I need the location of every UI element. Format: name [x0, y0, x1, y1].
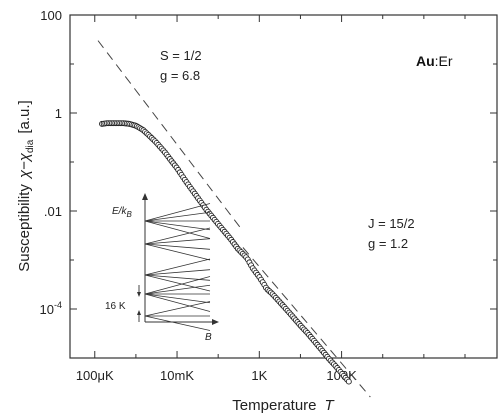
inset-level-line	[144, 238, 211, 245]
inset-level-line	[144, 227, 211, 245]
inset-energy-diagram: 16 K E/kB B	[105, 193, 219, 343]
inset-level-line	[144, 243, 211, 261]
inset-level-line	[144, 211, 211, 222]
fit-lines	[97, 40, 371, 398]
inset-level-line	[144, 258, 211, 276]
annotation-s-line1: S = 1/2	[160, 48, 202, 63]
inset-level-line	[144, 274, 211, 281]
x-axis-title: Temperature T	[232, 397, 335, 414]
y-axis-title-sub: dia	[25, 139, 36, 153]
inset-level-line	[144, 203, 211, 222]
x-tick-label: 10mK	[160, 368, 194, 383]
inset-level-line	[144, 315, 211, 331]
inset-level-line	[144, 293, 211, 304]
sample-label-rest: :Er	[435, 53, 453, 69]
inset-x-arrow	[212, 319, 219, 325]
annotation-j-line1: J = 15/2	[368, 216, 415, 231]
inset-level-fans	[144, 203, 211, 331]
inset-gap-arrowhead-bottom	[137, 310, 141, 315]
plot-frame	[69, 14, 498, 359]
y-tick-label: .01	[44, 204, 62, 219]
data-points	[99, 120, 352, 385]
sample-label: Au:Er	[416, 53, 453, 69]
inset-gap-label: 16 K	[105, 301, 126, 312]
fit-line-s-half	[97, 40, 241, 229]
inset-y-label-main: E/k	[112, 206, 127, 217]
y-axis-title-text: Susceptibility	[16, 184, 33, 272]
inset-level-line	[144, 293, 211, 312]
inset-y-label: E/kB	[112, 206, 132, 219]
inset-level-line	[144, 220, 211, 231]
x-axis-title-text: Temperature	[232, 397, 316, 414]
inset-level-line	[144, 284, 211, 295]
x-axis-title-symbol: T	[325, 397, 336, 414]
y-axis-title-unit: [a.u.]	[16, 100, 33, 133]
inset-y-label-sub: B	[126, 210, 132, 219]
inset-level-line	[144, 274, 211, 292]
sample-label-bold: Au	[416, 53, 435, 69]
y-tick-label: 10-4	[40, 300, 62, 317]
x-tick-label: 100μK	[76, 368, 114, 383]
y-tick-label-exp: -4	[54, 300, 62, 310]
inset-level-line	[144, 301, 211, 317]
data-point	[345, 378, 352, 385]
inset-gap-arrowhead-top	[137, 292, 141, 297]
annotation-s-line2: g = 6.8	[160, 68, 200, 83]
y-tick-label: 1	[55, 106, 62, 121]
inset-level-line	[144, 220, 211, 239]
inset-x-label: B	[205, 332, 212, 343]
fit-line-j-15-2	[242, 247, 371, 398]
y-axis-title: Susceptibility χ−χdia [a.u.]	[16, 100, 36, 271]
x-tick-label: 1K	[251, 368, 267, 383]
inset-level-line	[144, 276, 211, 295]
inset-level-line	[144, 269, 211, 276]
inset-y-arrow	[142, 193, 148, 200]
annotation-j-line2: g = 1.2	[368, 236, 408, 251]
y-axis-title-chi: χ−χ	[16, 152, 33, 180]
y-tick-label: 100	[40, 8, 62, 23]
inset-level-line	[144, 243, 211, 250]
y-tick-label-base: 10	[40, 302, 54, 317]
